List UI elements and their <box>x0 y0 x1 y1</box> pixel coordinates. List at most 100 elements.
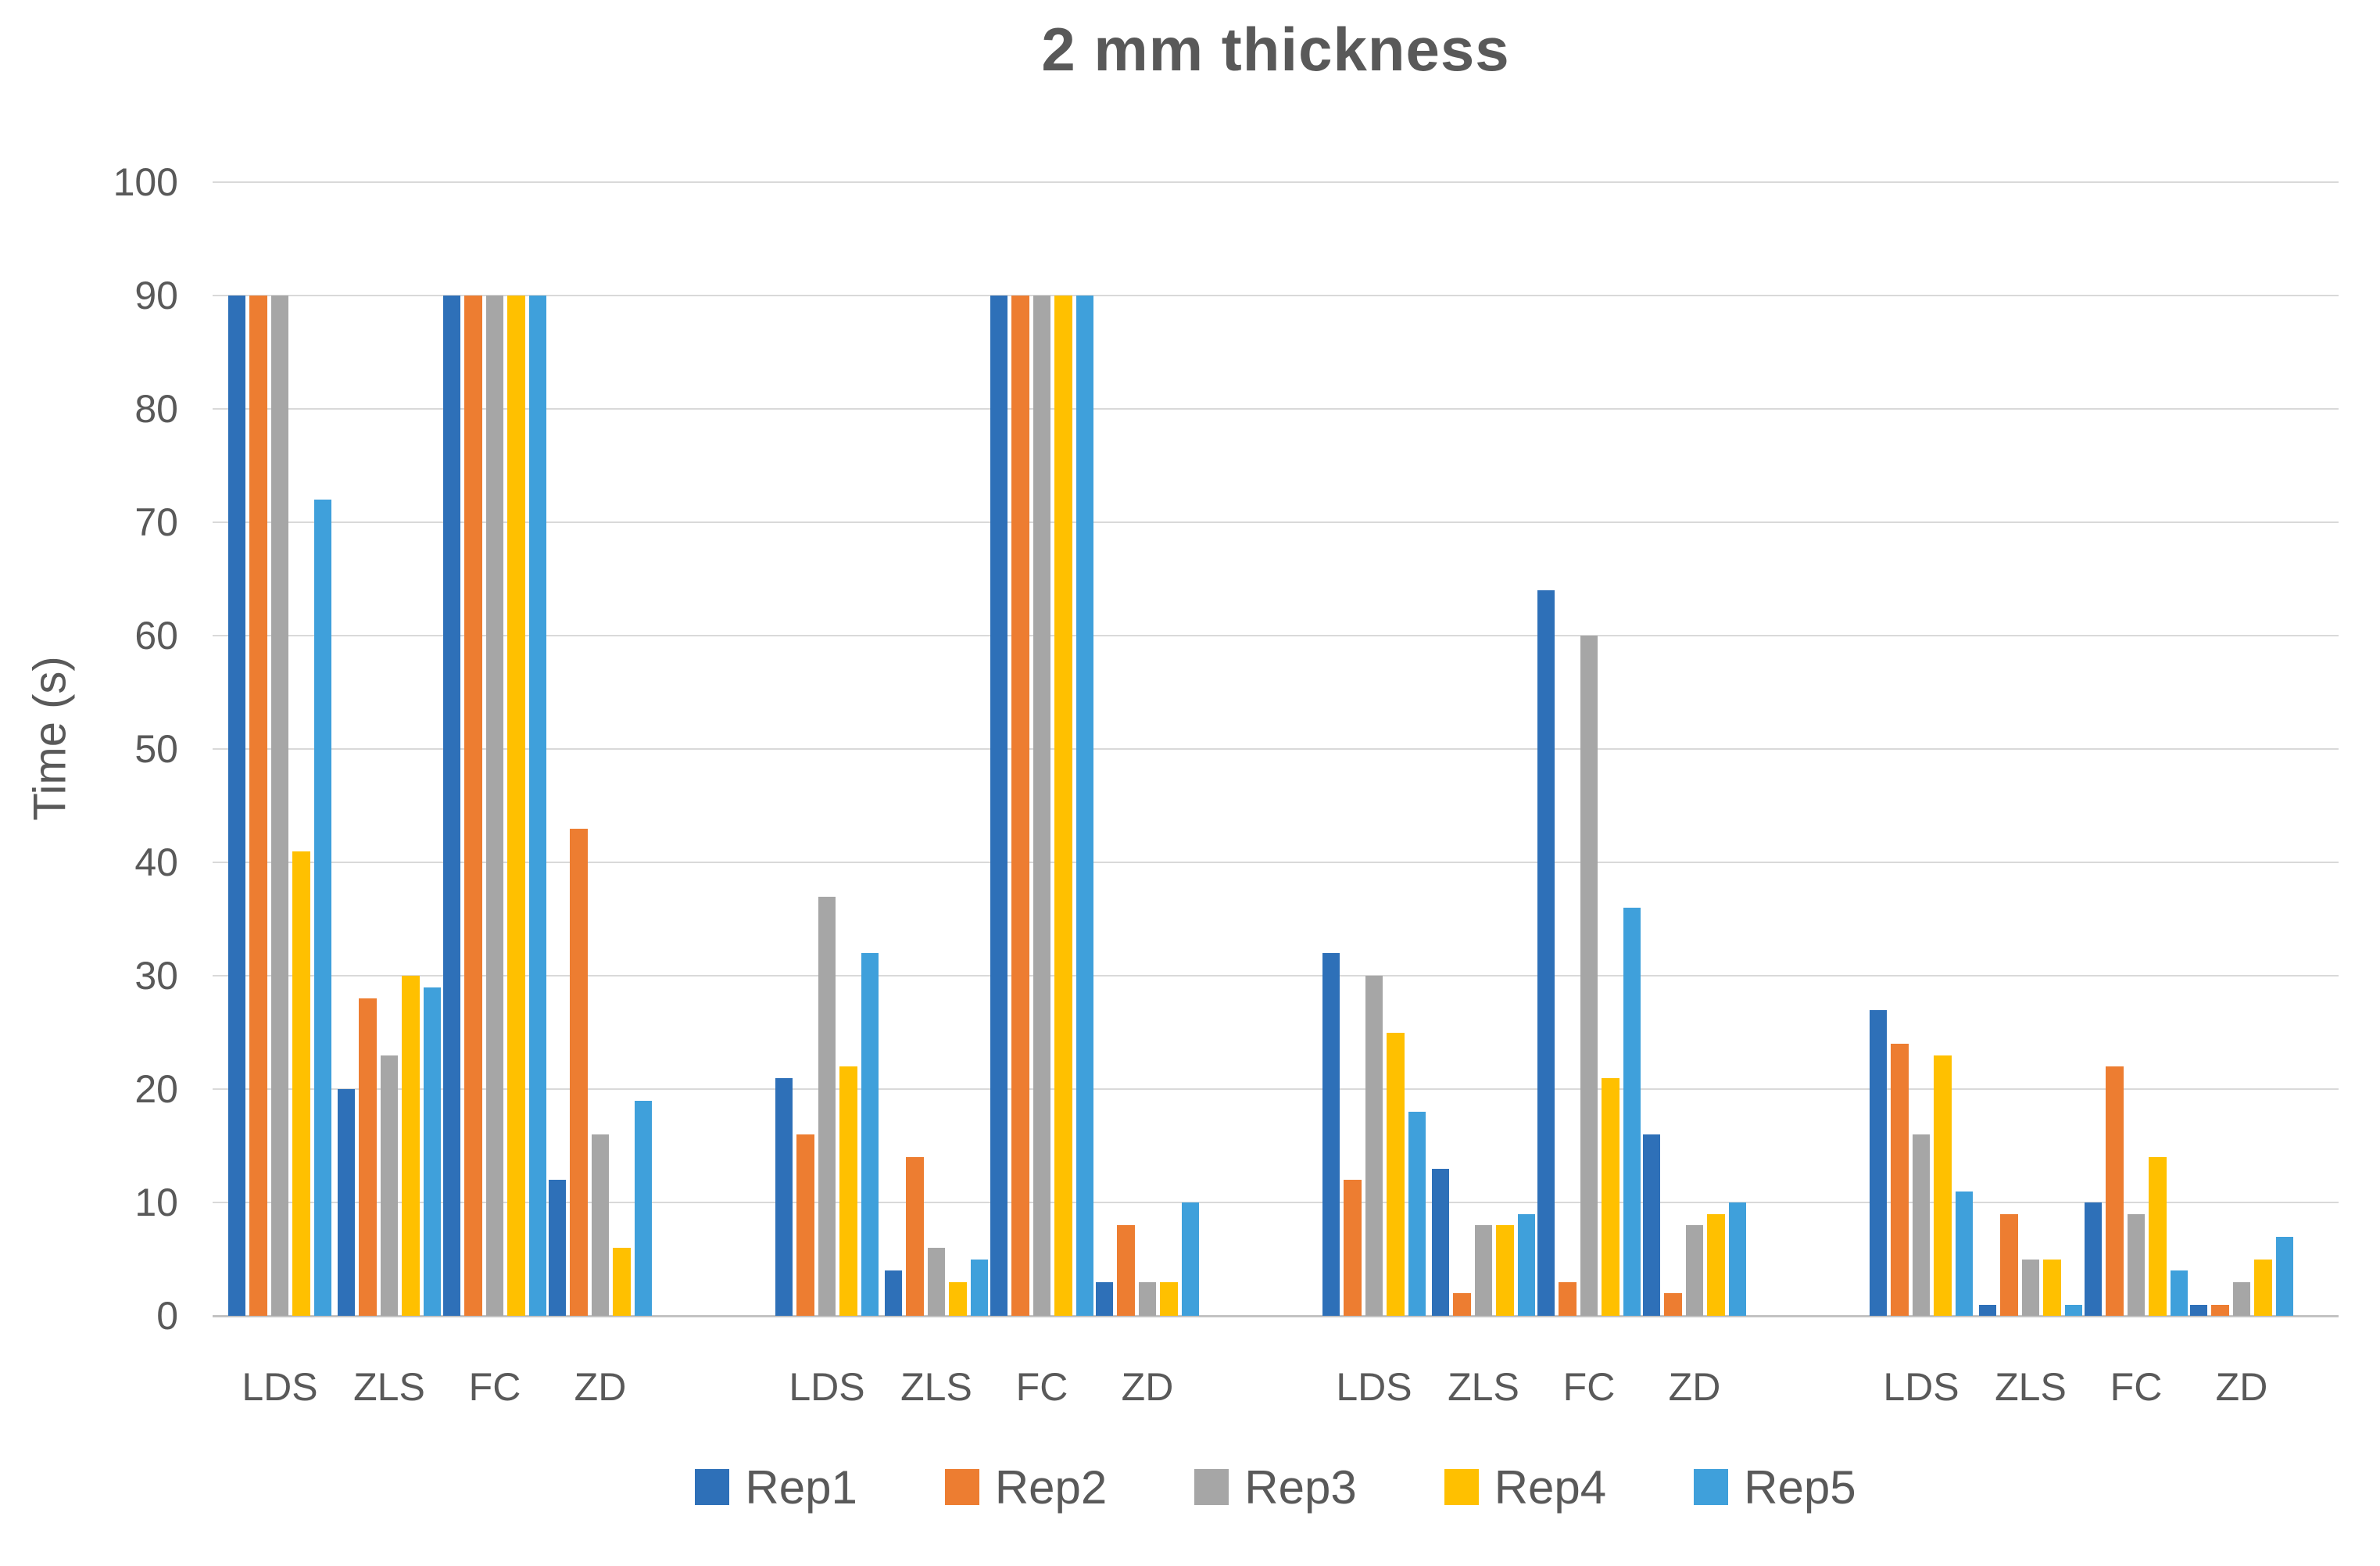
bar-group-fc <box>443 182 547 1316</box>
bar-fc-rep1 <box>990 296 1008 1316</box>
category-label-zls: ZLS <box>1448 1365 1519 1409</box>
bar-zd-rep1 <box>1096 1281 1114 1316</box>
bar-zd-rep3 <box>2232 1281 2251 1316</box>
bar-zls-rep3 <box>1474 1225 1493 1316</box>
bar-zd-rep4 <box>2254 1259 2272 1316</box>
bar-lds-rep4 <box>1387 1032 1405 1316</box>
bar-zls-rep4 <box>1496 1225 1514 1316</box>
bar-group-zls <box>885 182 989 1316</box>
bar-cluster-2 <box>775 182 1201 1316</box>
bar-lds-rep4 <box>292 851 310 1316</box>
legend-item-rep1: Rep1 <box>695 1460 857 1514</box>
bar-fc-rep4 <box>2149 1157 2167 1316</box>
x-axis-line <box>213 1315 2339 1317</box>
bar-fc-rep2 <box>2106 1066 2124 1316</box>
legend-item-rep3: Rep3 <box>1194 1460 1357 1514</box>
bar-zd-rep1 <box>1643 1134 1661 1316</box>
bar-lds-rep5 <box>1955 1191 1974 1316</box>
bar-group-zls <box>338 182 442 1316</box>
gridline <box>213 1088 2339 1090</box>
y-tick-label: 0 <box>156 1294 178 1338</box>
bar-zls-rep3 <box>927 1248 946 1316</box>
bar-group-lds <box>1870 182 1974 1316</box>
bar-lds-rep5 <box>313 500 332 1316</box>
legend-swatch-rep2 <box>944 1469 979 1505</box>
bar-zls-rep3 <box>380 1055 399 1316</box>
bar-fc-rep2 <box>1559 1281 1577 1316</box>
category-label-fc: FC <box>1015 1365 1068 1409</box>
legend-item-rep5: Rep5 <box>1694 1460 1856 1514</box>
bar-zls-rep4 <box>402 976 420 1316</box>
bar-lds-rep2 <box>249 296 267 1316</box>
y-tick-label: 30 <box>134 954 178 998</box>
bar-group-zd <box>1096 182 1200 1316</box>
bar-zls-rep1 <box>1432 1168 1450 1316</box>
bar-fc-rep5 <box>528 296 547 1316</box>
bar-lds-rep2 <box>796 1134 814 1316</box>
gridline <box>213 635 2339 636</box>
bar-zd-rep2 <box>570 828 588 1316</box>
y-axis-tick-labels: 100 90 80 70 60 50 40 30 20 10 0 <box>0 160 178 1338</box>
category-label-zd: ZD <box>1668 1365 1721 1409</box>
category-label-zls: ZLS <box>353 1365 425 1409</box>
bar-zls-rep1 <box>885 1270 903 1316</box>
category-label-lds: LDS <box>242 1365 318 1409</box>
legend-swatch-rep4 <box>1444 1469 1479 1505</box>
y-tick-label: 100 <box>113 160 178 204</box>
bar-zls-rep4 <box>2043 1259 2061 1316</box>
bar-group-zd <box>1643 182 1747 1316</box>
legend-label-rep5: Rep5 <box>1744 1460 1856 1514</box>
bar-zls-rep1 <box>1979 1304 1997 1316</box>
legend-label-rep3: Rep3 <box>1244 1460 1357 1514</box>
legend-item-rep4: Rep4 <box>1444 1460 1606 1514</box>
bar-group-fc <box>990 182 1094 1316</box>
y-tick-label: 60 <box>134 614 178 658</box>
gridline <box>213 408 2339 410</box>
y-tick-label: 70 <box>134 500 178 544</box>
bar-lds-rep2 <box>1344 1180 1362 1316</box>
category-label-zd: ZD <box>2215 1365 2268 1409</box>
bar-cluster-1 <box>228 182 654 1316</box>
category-label-fc: FC <box>1562 1365 1616 1409</box>
bar-lds-rep3 <box>818 896 836 1316</box>
bar-fc-rep5 <box>1623 908 1641 1316</box>
bar-lds-rep5 <box>861 953 879 1316</box>
bar-zd-rep4 <box>1707 1213 1725 1316</box>
legend-item-rep2: Rep2 <box>944 1460 1107 1514</box>
bar-lds-rep2 <box>1891 1044 1909 1316</box>
bar-group-zd <box>549 182 653 1316</box>
bar-lds-rep3 <box>1365 976 1383 1316</box>
legend: Rep1 Rep2 Rep3 Rep4 Rep5 <box>213 1448 2339 1526</box>
bar-zls-rep5 <box>2064 1304 2083 1316</box>
y-tick-label: 20 <box>134 1067 178 1111</box>
bar-zls-rep1 <box>338 1089 356 1316</box>
bar-zd-rep3 <box>591 1134 610 1316</box>
bar-fc-rep5 <box>1075 296 1094 1316</box>
bar-zd-rep2 <box>2211 1304 2229 1316</box>
bar-zls-rep5 <box>1517 1213 1536 1316</box>
y-tick-label: 80 <box>134 387 178 431</box>
gridline <box>213 1202 2339 1203</box>
bar-lds-rep4 <box>1934 1055 1952 1316</box>
gridline <box>213 521 2339 523</box>
bar-zd-rep3 <box>1138 1281 1157 1316</box>
gridline <box>213 295 2339 296</box>
plot-area: LDS ZLS FC ZD LDS ZLS FC ZD LDS ZLS FC ZD LDS ZLS FC ZD <box>213 181 2339 1409</box>
bar-fc-rep3 <box>1033 296 1051 1316</box>
bar-zd-rep5 <box>634 1100 653 1316</box>
bar-zd-rep3 <box>1685 1225 1704 1316</box>
bar-lds-rep1 <box>775 1077 793 1316</box>
category-label-lds: LDS <box>1883 1365 1959 1409</box>
bar-fc-rep3 <box>1580 636 1598 1316</box>
y-tick-label: 10 <box>134 1181 178 1224</box>
bar-fc-rep4 <box>507 296 525 1316</box>
bar-zls-rep2 <box>1453 1293 1471 1316</box>
category-label-fc: FC <box>468 1365 521 1409</box>
legend-label-rep1: Rep1 <box>745 1460 857 1514</box>
bar-group-lds <box>228 182 332 1316</box>
y-tick-label: 40 <box>134 840 178 884</box>
bar-group-lds <box>775 182 879 1316</box>
bar-fc-rep2 <box>464 296 482 1316</box>
bar-group-zls <box>1432 182 1536 1316</box>
category-label-fc: FC <box>2110 1365 2163 1409</box>
